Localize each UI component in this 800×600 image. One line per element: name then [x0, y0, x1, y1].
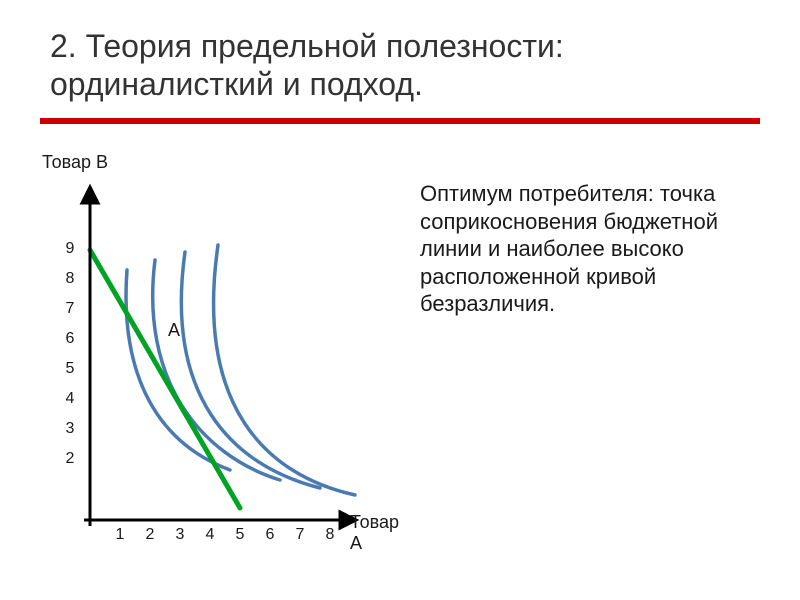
indifference-curve-3	[181, 252, 320, 488]
chart-area: Товар B Товар A A 23456789 12345678	[50, 160, 410, 560]
indifference-curve-2	[153, 260, 280, 480]
x-tick-7: 7	[292, 526, 308, 544]
y-tick-7: 7	[60, 300, 80, 318]
y-tick-3: 3	[60, 420, 80, 438]
y-tick-2: 2	[60, 450, 80, 468]
y-tick-4: 4	[60, 390, 80, 408]
budget-line	[90, 250, 240, 508]
x-tick-6: 6	[262, 526, 278, 544]
y-axis-label: Товар B	[42, 152, 108, 173]
x-tick-4: 4	[202, 526, 218, 544]
x-tick-8: 8	[322, 526, 338, 544]
x-axis-label: Товар A	[350, 512, 410, 554]
slide: 2. Теория предельной полезности: ординал…	[0, 0, 800, 600]
x-tick-3: 3	[172, 526, 188, 544]
chart-svg	[50, 180, 410, 560]
y-tick-5: 5	[60, 360, 80, 378]
y-tick-8: 8	[60, 270, 80, 288]
x-tick-2: 2	[142, 526, 158, 544]
y-tick-9: 9	[60, 240, 80, 258]
description-text: Оптимум потребителя: точка соприкосновен…	[420, 180, 750, 318]
x-tick-5: 5	[232, 526, 248, 544]
y-tick-6: 6	[60, 330, 80, 348]
x-tick-1: 1	[112, 526, 128, 544]
optimum-point-label: A	[168, 320, 180, 341]
title-underline	[40, 118, 760, 124]
slide-title: 2. Теория предельной полезности: ординал…	[50, 28, 750, 104]
